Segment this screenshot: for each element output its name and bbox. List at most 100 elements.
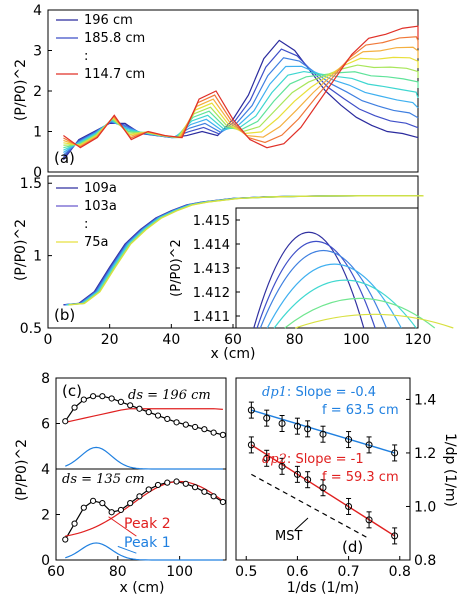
dp1-point — [304, 425, 312, 433]
panel-c-bottom-point — [108, 509, 115, 516]
dp2-point — [247, 441, 255, 449]
dp1-focal: f = 63.5 cm — [322, 403, 399, 418]
panel-d-xticks: 0.5 0.6 0.7 0.8 — [235, 556, 411, 580]
panel-b-legend-label: 109a — [84, 181, 117, 196]
inset-curve — [273, 279, 417, 329]
panel-b-curves — [63, 195, 424, 306]
panel-b-curve — [68, 195, 424, 306]
panel-a-yticks: 0 1 2 3 4 — [33, 3, 52, 181]
inset-ytick-label: 1.411 — [193, 310, 230, 325]
panel-b-xtick-label: 0 — [44, 332, 53, 348]
panel-a-legend-label: 185.8 cm — [84, 31, 145, 46]
panel-c-bottom-label: ds = 135 cm — [62, 472, 145, 487]
panel-a-curve — [63, 46, 419, 147]
panel-c-top-point — [99, 393, 106, 400]
panel-c-top-point — [62, 418, 69, 425]
dp2-point — [278, 462, 286, 470]
panel-c-top-point — [108, 395, 115, 402]
dp2-annotation: dp2: Slope = -1 — [262, 452, 364, 467]
inset-curve — [253, 231, 365, 329]
panel-c-xlabel: x (cm) — [120, 580, 165, 596]
panel-d-ytick-label: 1.4 — [414, 392, 436, 408]
panel-a-curves — [62, 25, 419, 161]
panel-c-bottom-point — [71, 520, 78, 527]
panel-c-ytick-label: 2 — [41, 508, 50, 524]
panel-b-xtick-label: 80 — [286, 332, 304, 348]
panel-c-top-point — [201, 426, 208, 433]
panel-a-ylabel: (P/P0)^2 — [13, 59, 29, 121]
panel-a-curve — [63, 57, 419, 156]
dp2-point — [293, 470, 301, 478]
panel-d-ylabel: 1/dp (1/m) — [442, 433, 458, 507]
panel-b-xticks: 0 20 40 60 80 100 120 — [44, 324, 432, 348]
panel-c-ytick-label: 8 — [41, 371, 50, 387]
dp1-point — [263, 414, 271, 422]
peak1-pointer — [117, 545, 137, 554]
panel-b-xtick-label: 40 — [162, 332, 180, 348]
inset-curve — [266, 263, 402, 329]
panel-c-bottom-point — [182, 480, 189, 487]
panel-c-bottom-point — [80, 504, 87, 511]
panel-c-bottom-point — [154, 481, 162, 489]
inset-curve — [284, 297, 436, 329]
panel-b-legend: 109a 103a: 75a — [56, 181, 117, 250]
panel-c-xtick-label: 100 — [166, 564, 193, 580]
panel-d-xtick-label: 0.6 — [286, 564, 308, 580]
panel-b-legend-label: : — [84, 217, 88, 232]
inset-curve — [259, 250, 387, 329]
panel-c-bottom-point — [89, 497, 97, 504]
panel-c-ylabel: (P/P0)^2 — [14, 439, 30, 501]
panel-c: 0 2 4 6 8 60 80 100 (c) (P/P0)^2 x (cm) ds = 1… — [14, 371, 227, 596]
panel-b-xtick-label: 120 — [405, 332, 432, 348]
panel-c-top-point — [117, 398, 125, 405]
dp2-point — [365, 516, 373, 524]
peak2-pointer — [108, 516, 137, 537]
panel-c-bottom-point — [201, 488, 208, 495]
panel-c-xtick-label: 60 — [47, 564, 65, 580]
inset-curve — [256, 241, 376, 329]
panel-c-top-point — [89, 393, 97, 400]
panel-c-ytick-label: 6 — [41, 417, 50, 433]
panel-c-top-point — [210, 429, 217, 436]
panel-d: 0.8 1.0 1.2 1.4 0.5 0.6 0.7 0.8 (d) 1/dp (1/m)… — [235, 377, 458, 596]
panel-c-top-point — [80, 396, 87, 403]
panel-c-top-point — [191, 423, 199, 431]
panel-a-ytick-label: 4 — [33, 3, 42, 19]
panel-c-bottom-point — [173, 478, 180, 485]
dp2-point — [391, 532, 399, 540]
panel-d-ytick-label: 1.0 — [414, 499, 436, 515]
panel-d-label: (d) — [342, 538, 363, 556]
panel-c-ytick-label: 0 — [41, 553, 50, 569]
dp1-point — [247, 406, 255, 414]
panel-a-ytick-label: 2 — [33, 84, 42, 100]
panel-b-inset: 1.411 1.412 1.413 1.414 1.415 (P/P0)^2 — [169, 207, 454, 329]
panel-c-bottom-point — [219, 498, 227, 506]
panel-c-bottom-peak1 — [65, 542, 223, 561]
panel-d-series — [247, 401, 399, 545]
panel-c-top-point — [173, 419, 180, 426]
dp2-point — [319, 484, 327, 492]
panel-c-bottom-point — [127, 500, 134, 507]
panel-a-legend-label: 114.7 cm — [84, 67, 145, 82]
panel-c-yticks: 0 2 4 6 8 — [41, 371, 60, 569]
inset-frame — [235, 207, 419, 329]
dp1-point — [391, 449, 399, 457]
panel-b: 0.5 1 1.5 0 20 40 60 80 100 120 (b) (P/P0)^2 x (… — [13, 175, 454, 362]
panel-c-top-point — [164, 415, 171, 423]
dp1-point — [345, 436, 353, 444]
panel-c-top-point — [127, 402, 134, 409]
panel-b-ytick-label: 1.5 — [20, 176, 42, 192]
panel-c-top-peak1 — [65, 446, 223, 470]
panel-c-top-point — [182, 421, 189, 428]
panel-b-xtick-label: 100 — [343, 332, 370, 348]
dp2-point — [345, 502, 353, 510]
panel-b-legend-label: 75a — [84, 235, 109, 250]
panel-a-curve — [62, 39, 419, 161]
panel-d-xtick-label: 0.8 — [389, 564, 411, 580]
panel-b-legend-label: 103a — [84, 199, 117, 214]
panel-c-bottom-point — [99, 500, 106, 507]
panel-a-curve — [62, 48, 419, 158]
inset-ytick-label: 1.413 — [193, 262, 230, 277]
panel-c-curves — [56, 393, 227, 561]
